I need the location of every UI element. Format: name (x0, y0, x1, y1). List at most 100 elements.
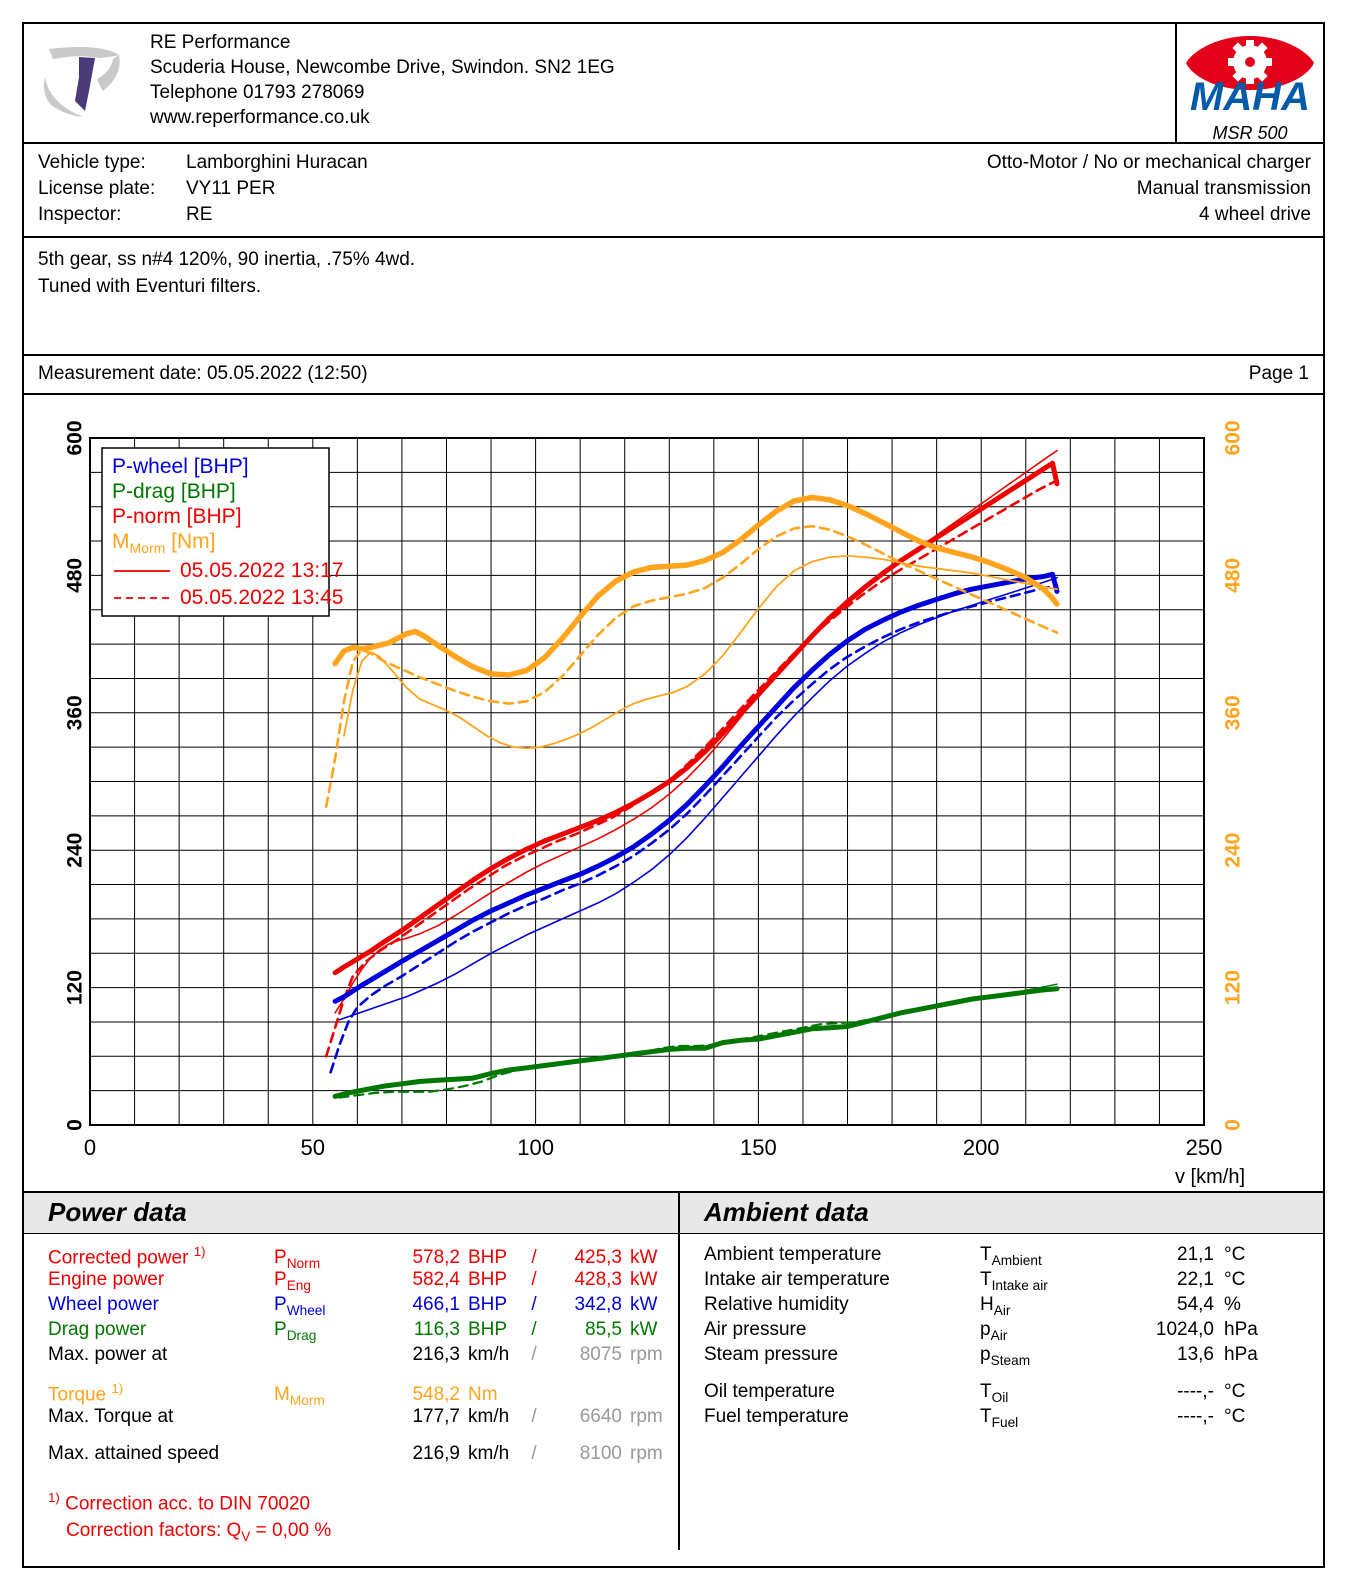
power-row-value-2: 6640 (579, 1406, 622, 1427)
chart-line (329, 584, 1059, 1074)
power-row-value-2: 8075 (579, 1344, 622, 1365)
ambient-row-unit: hPa (1224, 1344, 1258, 1365)
power-row-unit-2: rpm (630, 1406, 663, 1427)
chart-line (332, 494, 1060, 678)
power-row-value-2: 342,8 (574, 1294, 622, 1315)
ambient-data-row: Oil temperature TOil ----,- °C (680, 1381, 1323, 1406)
ambient-data-row: Fuel temperature TFuel ----,- °C (680, 1406, 1323, 1431)
power-row-unit-2: kW (630, 1294, 658, 1315)
license-plate-row: License plate: VY11 PER (38, 176, 987, 202)
y-tick-label-left: 360 (64, 695, 87, 730)
legend-entry-label: P-norm [BHP] (112, 505, 242, 528)
company-website: www.reperformance.co.uk (150, 107, 370, 128)
ambient-row-label: Air pressure (704, 1319, 807, 1340)
x-tick-label: 50 (301, 1135, 325, 1160)
vehicle-type-label: Vehicle type: (38, 152, 146, 173)
y-tick-label-right: 600 (1222, 420, 1245, 455)
footnote-line-2-sub: V (241, 1529, 251, 1545)
x-tick-label: 0 (84, 1135, 96, 1160)
ambient-row-symbol: pAir (980, 1319, 1008, 1343)
footnote-line-2-post: = 0,00 % (250, 1520, 332, 1542)
ambient-row-label: Steam pressure (704, 1344, 839, 1365)
y-tick-label-left: 0 (64, 1119, 87, 1131)
company-logo (24, 24, 142, 142)
chart-y-axis-right: 0 120 240 360 480 600 (1222, 420, 1245, 1130)
notes-line-1: 5th gear, ss n#4 120%, 90 inertia, .75% … (38, 249, 416, 270)
ambient-row-unit: °C (1224, 1381, 1246, 1402)
power-row-value-2: 428,3 (574, 1269, 622, 1290)
company-address: Scuderia House, Newcombe Drive, Swindon.… (150, 57, 615, 78)
measurement-date: Measurement date: 05.05.2022 (12:50) (38, 363, 368, 384)
ambient-row-value: 22,1 (1177, 1269, 1214, 1290)
y-tick-label-left: 480 (64, 558, 87, 593)
ambient-row-label: Relative humidity (704, 1294, 849, 1315)
ambient-row-label: Oil temperature (704, 1381, 835, 1402)
ambient-data-row: Relative humidity HAir 54,4% (680, 1294, 1323, 1319)
power-data-panel: Power data Corrected power 1) PNorm 578,2 B… (24, 1193, 680, 1551)
power-row-value-1: 578,2 (412, 1247, 460, 1269)
ambient-row-value: 54,4 (1177, 1294, 1214, 1315)
svg-text:MAHA: MAHA (1190, 75, 1310, 114)
device-model: MSR 500 (1212, 123, 1288, 143)
power-row-symbol: PEng (274, 1269, 312, 1293)
inspector-value: RE (186, 204, 213, 225)
power-data-rows: Corrected power 1) PNorm 578,2 BHP/425,3 kW E… (24, 1234, 678, 1468)
power-row-value-1: 548,2 (412, 1384, 460, 1406)
inspector-row: Inspector: RE (38, 202, 987, 228)
y-tick-label-left: 120 (64, 970, 87, 1005)
power-row-value-1: 466,1 (412, 1294, 460, 1315)
power-row-separator: / (531, 1443, 537, 1464)
power-row-value-1: 177,7 (412, 1406, 460, 1427)
ambient-row-symbol: TIntake air (980, 1269, 1048, 1293)
ambient-row-symbol: HAir (980, 1294, 1011, 1318)
legend-run-label: 05.05.2022 13:45 (180, 586, 344, 609)
power-row-value-2: 85,5 (585, 1319, 622, 1340)
y-tick-label-right: 120 (1222, 970, 1245, 1005)
power-row-value-1: 216,9 (412, 1443, 460, 1464)
ambient-row-unit: °C (1224, 1269, 1246, 1290)
power-data-row: Wheel power PWheel 466,1 BHP / 342,8 kW (24, 1294, 678, 1319)
y-tick-label-right: 0 (1222, 1119, 1245, 1131)
drive-type: 4 wheel drive (1199, 204, 1311, 225)
ambient-data-row: Ambient temperature TAmbient 21,1 °C (680, 1244, 1323, 1269)
maha-logo-icon: MAHA (1184, 30, 1316, 119)
report-header: RE Performance Scuderia House, Newcombe … (24, 24, 1323, 144)
chart-line (324, 524, 1059, 808)
company-telephone: Telephone 01793 278069 (150, 82, 365, 103)
x-tick-label: 250 (1186, 1135, 1223, 1160)
power-row-unit-2: rpm (630, 1344, 663, 1365)
power-row-label: Wheel power (48, 1294, 159, 1315)
chart-plot-border (89, 437, 1205, 1126)
legend-entry-label: MMorm [Nm] (112, 530, 215, 556)
ambient-data-panel: Ambient data Ambient temperature TAmbient… (680, 1193, 1323, 1550)
legend-entry-label: P-drag [BHP] (112, 480, 236, 503)
power-data-row: Corrected power 1) PNorm 578,2 BHP / 425,3 kW (24, 1244, 678, 1271)
power-row-unit-1: BHP (468, 1247, 508, 1269)
ambient-data-row: Intake air temperature TIntake air 22,1 °C (680, 1269, 1323, 1294)
transmission-type: Manual transmission (1136, 178, 1311, 199)
power-row-value-1: 582,4 (412, 1269, 460, 1290)
measurement-band: Measurement date: 05.05.2022 (12:50) Pag… (24, 356, 1323, 395)
vehicle-type-row: Vehicle type: Lamborghini Huracan (38, 150, 987, 176)
power-row-unit-1: BHP (468, 1269, 508, 1290)
footnote-marker: 1) (48, 1490, 60, 1505)
power-row-value-1: 116,3 (413, 1319, 460, 1340)
power-row-label: Torque 1) (48, 1381, 124, 1406)
chart-line (324, 479, 1059, 1058)
ambient-data-rows: Ambient temperature TAmbient 21,1 °C Intake … (680, 1234, 1323, 1431)
ambient-row-value: 13,6 (1177, 1344, 1214, 1365)
y-tick-label-left: 240 (64, 833, 87, 868)
power-row-value-1: 216,3 (412, 1344, 460, 1365)
report-page: RE Performance Scuderia House, Newcombe … (22, 22, 1325, 1568)
chart-line (332, 986, 1060, 1099)
legend-box (101, 447, 330, 617)
chart-line (332, 571, 1060, 1004)
x-tick-label: 200 (963, 1135, 1000, 1160)
inspector-label: Inspector: (38, 204, 122, 225)
ambient-row-symbol: TAmbient (980, 1244, 1042, 1268)
power-row-value-2: 425,3 (574, 1247, 622, 1269)
footnote-line-2-pre: Correction factors: Q (66, 1520, 242, 1542)
power-row-symbol: MMorm (274, 1384, 325, 1409)
data-panels: Power data Corrected power 1) PNorm 578,2 B… (24, 1193, 1323, 1551)
y-tick-label-right: 240 (1222, 833, 1245, 868)
